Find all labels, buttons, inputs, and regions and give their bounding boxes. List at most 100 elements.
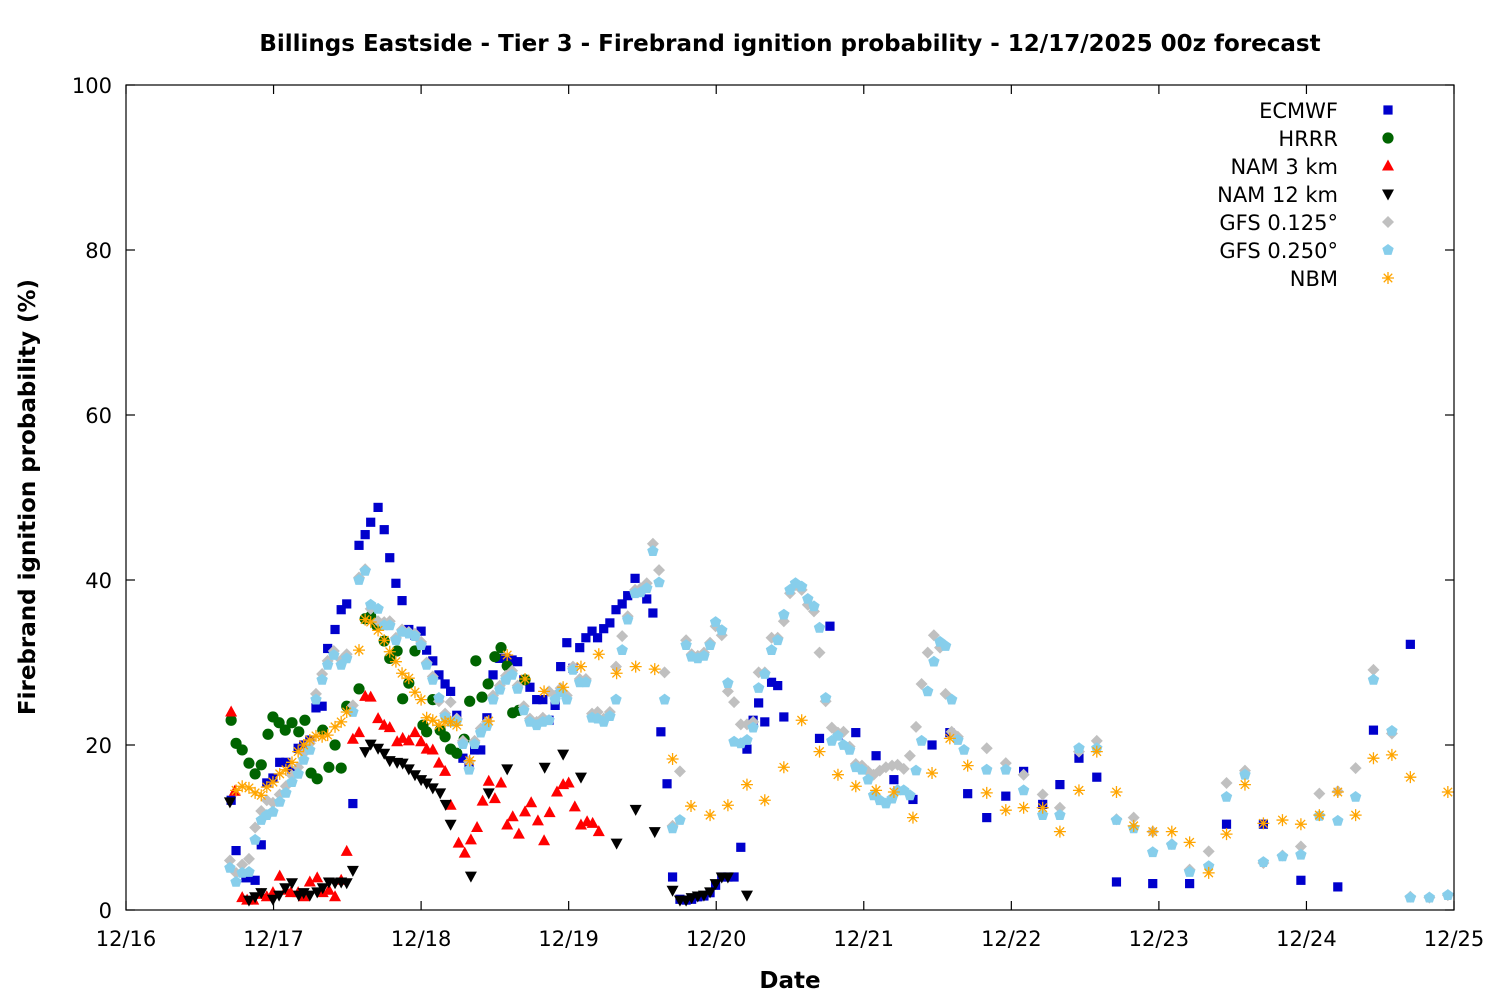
data-point-gfs-0-125	[658, 666, 671, 679]
data-point-hrrr	[482, 678, 494, 690]
data-point-ecmwf	[779, 712, 789, 722]
data-point-gfs-0-125	[1294, 840, 1307, 853]
data-point-nam-12-km	[439, 799, 452, 811]
data-point-nbm	[335, 715, 348, 728]
data-point-nam-3-km	[464, 833, 477, 845]
data-point-gfs-0-250	[1110, 814, 1123, 825]
data-point-nbm	[1090, 745, 1103, 758]
data-point-ecmwf	[342, 599, 352, 609]
data-point-nam-12-km	[629, 804, 642, 816]
data-point-ecmwf	[422, 645, 432, 655]
data-point-gfs-0-125	[980, 742, 993, 755]
data-point-ecmwf	[623, 591, 633, 601]
data-point-hrrr	[299, 714, 311, 726]
data-point-gfs-0-250	[1054, 809, 1066, 820]
legend-marker-ecmwf	[1383, 105, 1393, 115]
series-hrrr	[225, 610, 531, 785]
data-point-ecmwf	[323, 643, 333, 654]
data-point-nbm	[961, 759, 974, 772]
data-point-nam-12-km	[557, 749, 570, 761]
data-point-gfs-0-250	[463, 763, 475, 775]
data-point-nbm	[364, 616, 377, 629]
legend-item-gfs-0-250: GFS 0.250°	[1219, 239, 1394, 263]
legend-item-hrrr: HRRR	[1278, 127, 1394, 151]
data-point-gfs-0-250	[856, 763, 868, 775]
data-point-gfs-0-250	[580, 676, 592, 688]
data-point-nbm	[420, 711, 433, 724]
data-point-gfs-0-125	[444, 696, 457, 709]
data-point-gfs-0-125	[721, 685, 734, 698]
data-point-gfs-0-250	[1295, 848, 1307, 860]
data-point-gfs-0-250	[765, 644, 778, 655]
data-point-gfs-0-250	[518, 704, 530, 716]
data-point-gfs-0-125	[1220, 776, 1233, 789]
data-point-nbm	[396, 667, 409, 680]
data-point-nbm	[316, 730, 329, 743]
data-point-gfs-0-250	[409, 630, 421, 641]
data-point-ecmwf	[581, 633, 591, 643]
data-point-nam-3-km	[586, 816, 599, 828]
data-point-gfs-0-125	[728, 696, 741, 709]
data-point-nbm	[1017, 801, 1030, 814]
data-point-ecmwf	[667, 872, 678, 882]
data-point-nam-3-km	[471, 821, 484, 832]
data-point-gfs-0-250	[722, 677, 734, 688]
data-point-hrrr	[397, 693, 409, 705]
data-point-gfs-0-250	[958, 744, 970, 755]
y-tick-label: 20	[85, 734, 112, 758]
data-point-gfs-0-250	[506, 668, 518, 680]
data-point-ecmwf	[458, 753, 468, 763]
legend-label: HRRR	[1278, 127, 1338, 151]
data-point-ecmwf	[470, 745, 480, 755]
data-point-nbm	[329, 720, 342, 733]
data-point-nbm	[740, 778, 753, 791]
data-point-ecmwf	[476, 745, 486, 755]
data-point-nbm	[408, 686, 421, 699]
data-point-gfs-0-125	[223, 854, 236, 867]
data-point-nam-12-km	[444, 819, 457, 831]
data-point-gfs-0-250	[622, 613, 634, 625]
data-point-nam-3-km	[426, 743, 439, 755]
data-point-ecmwf	[250, 875, 260, 885]
data-point-ecmwf	[1148, 879, 1158, 889]
data-point-gfs-0-125	[1017, 768, 1030, 781]
data-point-ecmwf	[760, 717, 770, 727]
y-tick-label: 0	[99, 899, 112, 923]
data-point-nam-12-km	[279, 883, 292, 895]
data-point-gfs-0-250	[952, 734, 964, 745]
data-point-gfs-0-125	[1053, 801, 1066, 814]
data-point-nam-3-km	[512, 827, 525, 839]
data-point-nbm	[383, 645, 396, 658]
data-point-ecmwf	[587, 626, 597, 636]
data-point-hrrr	[286, 717, 298, 729]
data-point-gfs-0-250	[843, 744, 856, 755]
data-point-gfs-0-250	[1386, 725, 1398, 736]
data-point-hrrr	[495, 642, 507, 654]
data-point-gfs-0-250	[759, 668, 771, 679]
data-point-ecmwf	[599, 624, 609, 634]
data-point-gfs-0-250	[674, 814, 686, 825]
data-point-nbm	[242, 781, 255, 794]
data-point-gfs-0-250	[243, 866, 255, 877]
data-point-gfs-0-250	[1349, 791, 1362, 802]
data-point-ecmwf	[525, 682, 535, 692]
data-point-gfs-0-250	[862, 773, 874, 785]
data-point-nbm	[426, 714, 439, 727]
data-point-ecmwf	[501, 653, 511, 663]
data-point-gfs-0-250	[1220, 791, 1233, 802]
data-point-gfs-0-250	[1183, 866, 1196, 877]
data-point-nbm	[249, 786, 262, 799]
data-point-nam-3-km	[519, 805, 532, 817]
data-point-nbm	[887, 786, 900, 799]
data-point-nam-12-km	[434, 788, 447, 800]
data-point-nbm	[519, 673, 532, 685]
data-point-ecmwf	[1055, 780, 1065, 790]
data-point-nam-3-km	[488, 792, 501, 804]
data-point-gfs-0-250	[1073, 742, 1085, 754]
data-point-nbm	[666, 753, 679, 766]
data-point-ecmwf	[256, 840, 266, 850]
data-point-nam-3-km	[550, 785, 563, 797]
data-point-gfs-0-250	[647, 545, 659, 556]
data-point-gfs-0-250	[1203, 860, 1215, 872]
data-point-gfs-0-125	[897, 762, 910, 775]
